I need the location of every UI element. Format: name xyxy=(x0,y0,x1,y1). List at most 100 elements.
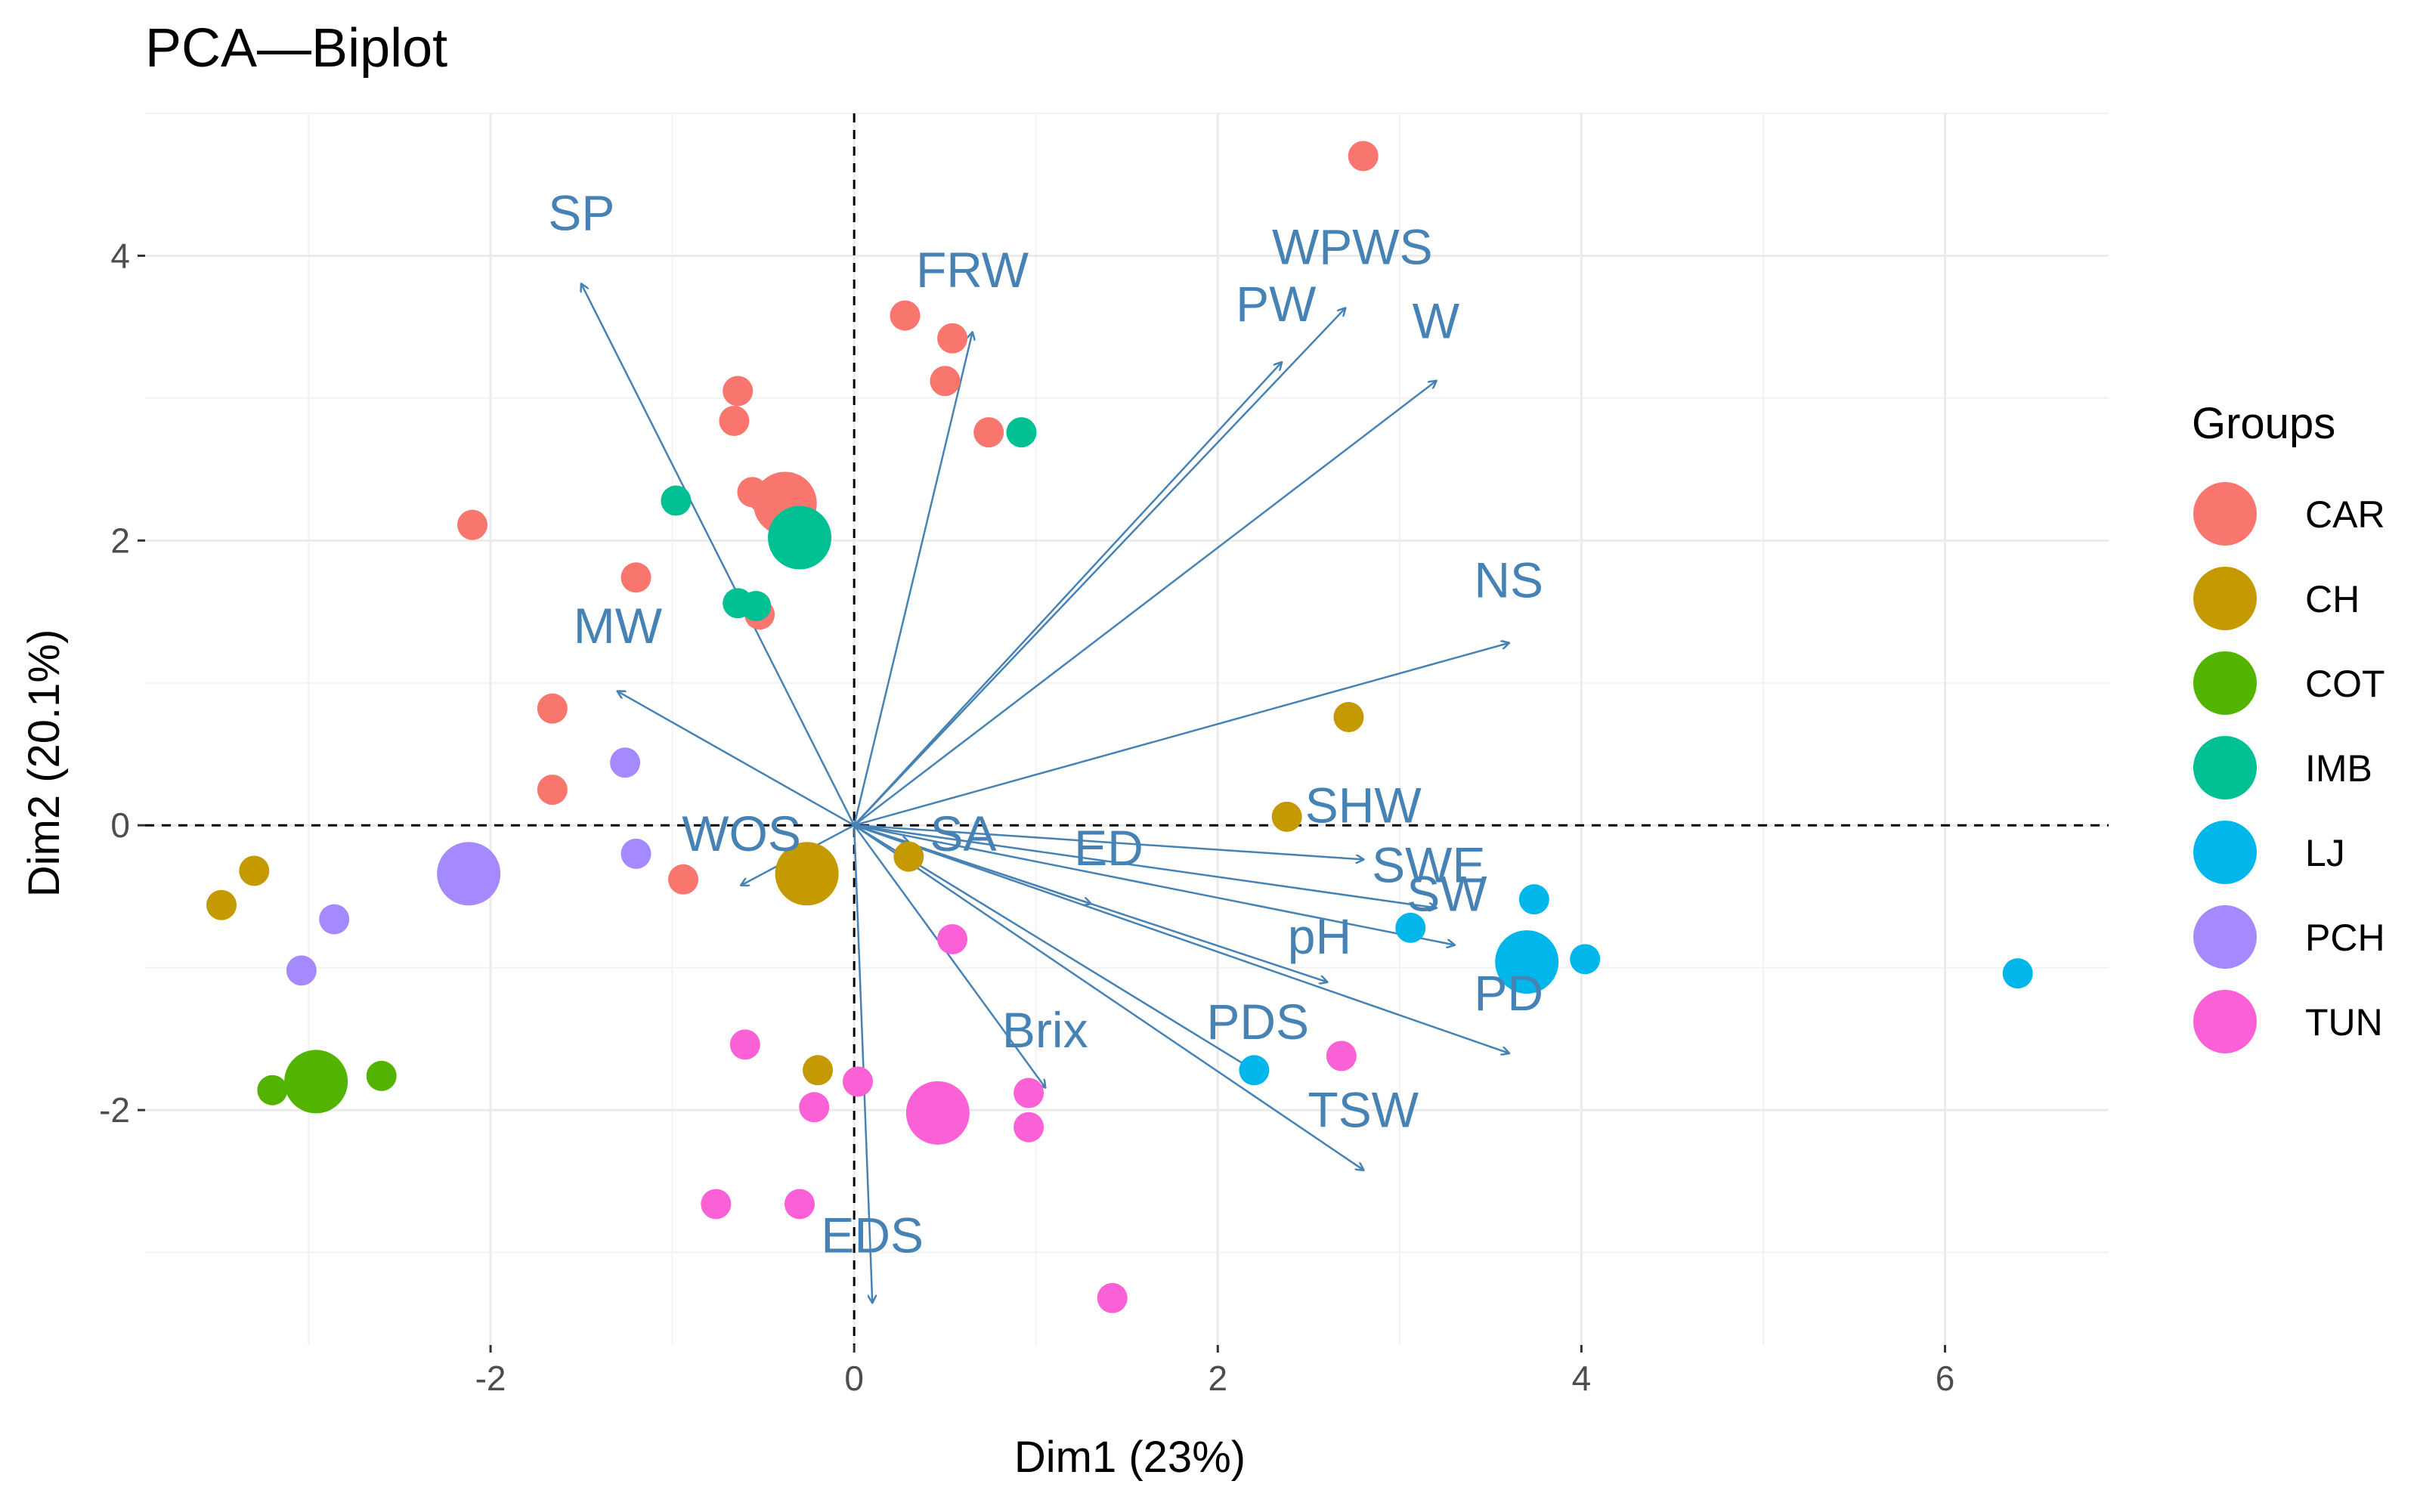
variable-arrow-frw xyxy=(853,332,972,826)
variable-label-swe: SWE xyxy=(1372,837,1485,893)
legend-label-cot: COT xyxy=(2305,663,2385,705)
variable-arrow-sp xyxy=(581,284,856,826)
variable-label-ed: ED xyxy=(1074,820,1144,876)
variable-label-sw: SW xyxy=(1407,865,1487,921)
centroid-imb xyxy=(768,506,831,570)
variable-arrow-pw xyxy=(853,363,1281,827)
point-tun xyxy=(701,1189,732,1220)
point-ch xyxy=(893,841,924,872)
point-pch xyxy=(286,955,317,986)
variable-label-wpws: WPWS xyxy=(1272,219,1433,275)
point-pch xyxy=(620,838,651,869)
variable-label-sa: SA xyxy=(930,805,996,861)
y-axis-ticks: -2 0 2 4 xyxy=(99,236,145,1130)
grid-major xyxy=(145,113,2109,1345)
point-cot xyxy=(257,1074,288,1105)
legend-label-ch: CH xyxy=(2305,578,2360,620)
legend-label-tun: TUN xyxy=(2305,1001,2383,1044)
point-car xyxy=(668,864,699,895)
variable-arrow-brix xyxy=(853,824,1045,1087)
point-ch xyxy=(239,855,270,886)
variable-label-pw: PW xyxy=(1236,276,1317,332)
variable-arrow-eds xyxy=(853,825,872,1302)
point-ch xyxy=(206,889,237,920)
x-axis-title: Dim1 (23%) xyxy=(1014,1433,1246,1482)
variable-label-tsw: TSW xyxy=(1308,1082,1419,1138)
individual-points xyxy=(206,141,2033,1313)
variable-label-mw: MW xyxy=(574,598,663,654)
point-lj xyxy=(1518,884,1549,915)
point-tun xyxy=(1097,1282,1128,1313)
centroid-lj xyxy=(1495,930,1559,994)
point-tun xyxy=(1014,1078,1044,1108)
point-tun xyxy=(729,1029,760,1060)
variable-label-pd: PD xyxy=(1474,965,1543,1021)
legend-swatch-imb xyxy=(2193,736,2257,799)
legend-title: Groups xyxy=(2192,399,2335,448)
legend-swatch-lj xyxy=(2193,821,2257,884)
point-tun xyxy=(842,1066,873,1097)
variable-arrow-sw xyxy=(853,824,1454,945)
variable-arrow-tsw xyxy=(853,824,1363,1170)
point-car xyxy=(937,323,968,354)
point-car xyxy=(1348,141,1379,172)
point-car xyxy=(719,406,750,437)
variable-arrow-pds xyxy=(853,824,1263,1076)
centroid-ch xyxy=(775,842,839,906)
point-lj xyxy=(1239,1055,1270,1086)
variable-arrow-wpws xyxy=(853,308,1345,827)
point-car xyxy=(930,366,961,397)
x-tick-label: 2 xyxy=(1208,1359,1227,1398)
point-cot xyxy=(366,1060,397,1091)
y-tick-label: -2 xyxy=(99,1090,130,1130)
legend-swatch-pch xyxy=(2193,905,2257,969)
point-car xyxy=(537,775,568,805)
legend-label-car: CAR xyxy=(2305,493,2385,536)
variable-arrow-ed xyxy=(853,824,1091,904)
point-car xyxy=(537,693,568,724)
variable-arrow-pd xyxy=(853,824,1509,1053)
legend-swatch-tun xyxy=(2193,990,2257,1053)
centroid-pch xyxy=(437,842,501,906)
point-car xyxy=(973,417,1004,448)
legend: Groups CAR CH COT IMB LJ PCH TUN xyxy=(2192,399,2385,1053)
point-tun xyxy=(785,1189,815,1220)
variable-label-ns: NS xyxy=(1474,552,1543,608)
point-car xyxy=(890,300,921,331)
variable-arrow-mw xyxy=(617,691,855,827)
legend-label-imb: IMB xyxy=(2305,747,2372,790)
variable-label-eds: EDS xyxy=(821,1207,924,1263)
chart-title: PCA—Biplot xyxy=(145,18,447,79)
y-tick-label: 4 xyxy=(110,236,130,275)
legend-label-pch: PCH xyxy=(2305,917,2385,959)
point-car xyxy=(457,509,487,540)
zero-reference-lines xyxy=(145,113,2109,1345)
point-imb xyxy=(1006,417,1037,448)
variable-label-w: W xyxy=(1413,293,1460,349)
centroid-cot xyxy=(284,1050,348,1114)
point-imb xyxy=(661,485,692,516)
point-lj xyxy=(2002,958,2033,989)
point-ch xyxy=(1271,801,1302,832)
legend-swatch-ch xyxy=(2193,567,2257,630)
point-tun xyxy=(937,923,968,954)
x-tick-label: 0 xyxy=(844,1359,864,1398)
legend-swatch-car xyxy=(2193,482,2257,546)
point-lj xyxy=(1395,912,1426,943)
variable-label-brix: Brix xyxy=(1002,1002,1088,1058)
legend-swatch-cot xyxy=(2193,651,2257,715)
variable-arrows xyxy=(581,284,1509,1302)
point-tun xyxy=(1326,1040,1357,1071)
y-tick-label: 2 xyxy=(110,521,130,560)
point-ch xyxy=(803,1055,834,1086)
variable-arrow-w xyxy=(853,381,1436,827)
x-tick-label: -2 xyxy=(475,1359,506,1398)
point-tun xyxy=(799,1092,830,1123)
variable-label-frw: FRW xyxy=(916,242,1029,298)
point-car xyxy=(620,562,651,593)
point-pch xyxy=(319,904,350,935)
point-ch xyxy=(1333,701,1364,732)
